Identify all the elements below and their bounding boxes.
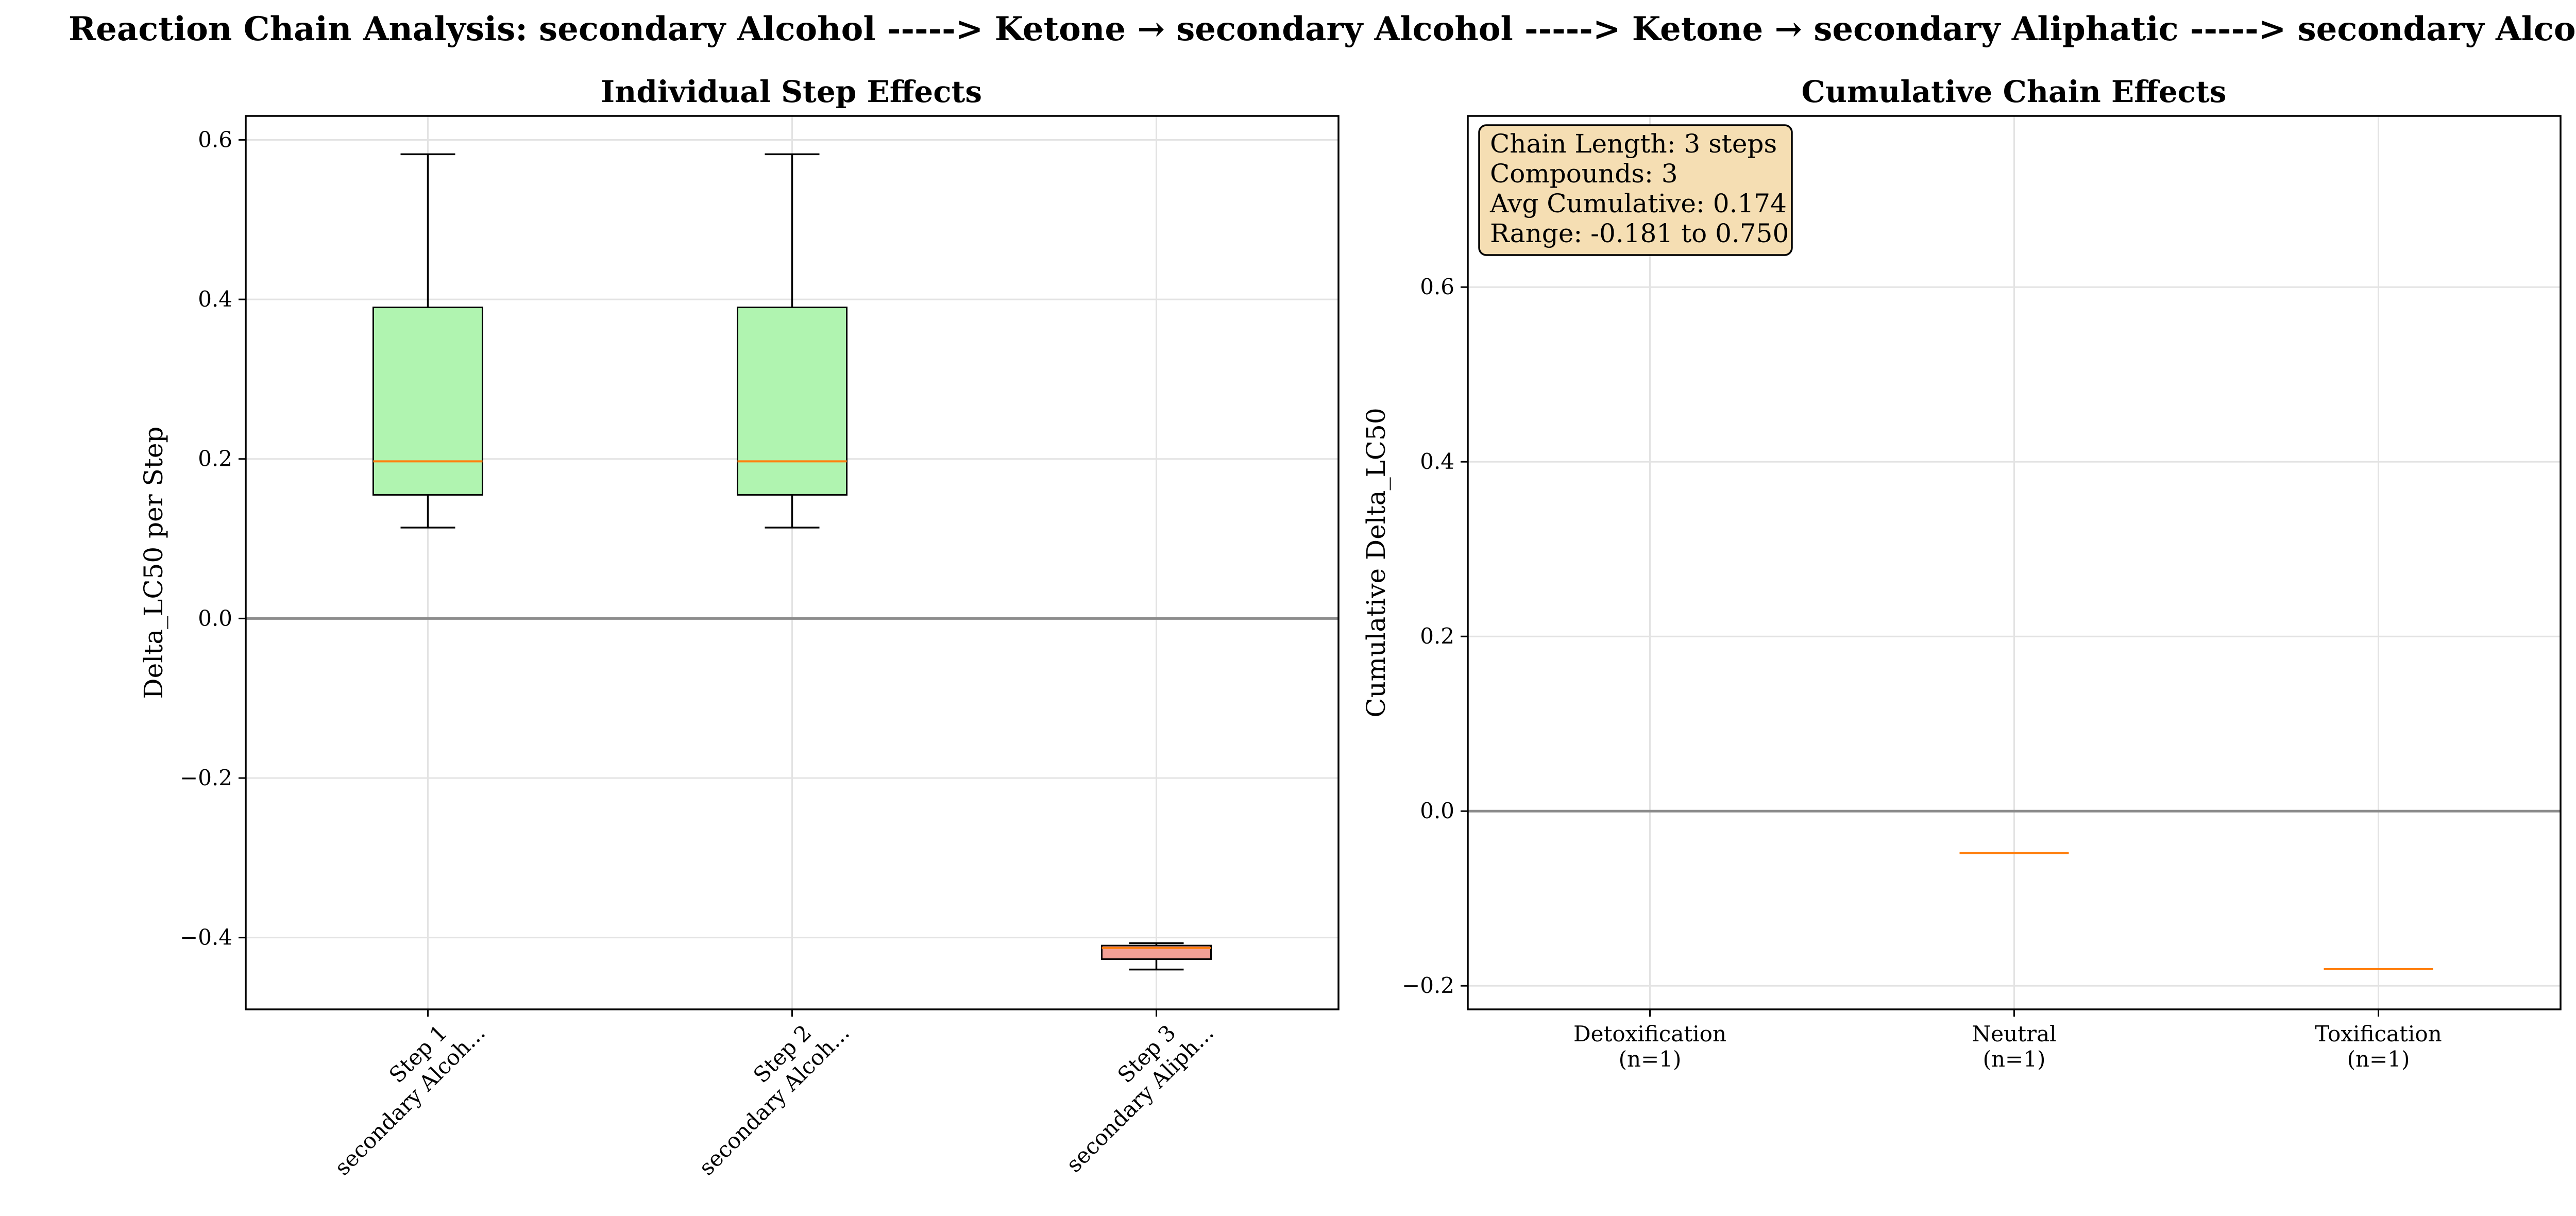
y-axis-label-cumulative-chain-effects: Cumulative Delta_LC50 <box>1361 408 1391 717</box>
boxes-individual-step-effects <box>372 153 1212 971</box>
x-tick-label-line2: (n=1) <box>2347 1046 2410 1072</box>
y-ticks-cumulative-chain-effects: −0.2 0.0 0.2 0.4 0.6 <box>1402 274 1468 998</box>
y-tick-label: 0.0 <box>198 605 232 631</box>
x-tick-label-line1: Detoxification <box>1573 1021 1726 1046</box>
chain-summary-box: Chain Length: 3 steps Compounds: 3 Avg C… <box>1478 124 1793 256</box>
y-tick-label: 0.2 <box>1420 623 1454 649</box>
chain-summary-line-compounds: Compounds: 3 <box>1490 159 1678 189</box>
x-tick-label-line2: (n=1) <box>1983 1046 2046 1072</box>
x-tick-label-line1: Toxification <box>2315 1021 2442 1046</box>
x-tick-label-line2: (n=1) <box>1619 1046 1682 1072</box>
y-tick-label: 0.2 <box>198 446 232 471</box>
y-tick-label: −0.2 <box>180 765 232 790</box>
y-tick-label: 0.0 <box>1420 798 1454 823</box>
box-iqr <box>372 307 483 496</box>
y-tick-label: 0.4 <box>198 286 232 312</box>
chain-summary-background <box>1478 124 1793 256</box>
box-individual-step-effects-3 <box>1101 942 1212 971</box>
figure-title: Reaction Chain Analysis: secondary Alcoh… <box>69 10 2576 48</box>
box-individual-step-effects-1 <box>372 153 483 529</box>
y-tick-label: −0.4 <box>180 925 232 950</box>
x-tick-label-line1: Neutral <box>1972 1021 2056 1046</box>
chain-summary-line-length: Chain Length: 3 steps <box>1490 129 1777 159</box>
box-individual-step-effects-2 <box>737 153 848 529</box>
x-ticks-cumulative-chain-effects: Detoxification(n=1)Neutral(n=1)Toxificat… <box>1573 1009 2442 1072</box>
y-tick-label: 0.4 <box>1420 449 1454 474</box>
y-ticks-individual-step-effects: −0.4 −0.2 0.0 0.2 0.4 0.6 <box>180 127 246 950</box>
chain-summary-line-avg-cumulative: Avg Cumulative: 0.174 <box>1489 189 1787 218</box>
y-tick-label: −0.2 <box>1402 973 1454 998</box>
chain-summary-line-range: Range: -0.181 to 0.750 <box>1490 218 1789 248</box>
panel-title-individual-step-effects: Individual Step Effects <box>601 74 982 109</box>
panel-cumulative-chain-effects: Cumulative Chain Effects Cumulative Delt… <box>1361 74 2562 1072</box>
box-iqr <box>737 307 848 496</box>
y-tick-label: 0.6 <box>198 127 232 152</box>
y-tick-label: 0.6 <box>1420 274 1454 299</box>
panel-title-cumulative-chain-effects: Cumulative Chain Effects <box>1802 74 2227 109</box>
y-axis-label-individual-step-effects: Delta_LC50 per Step <box>139 427 168 699</box>
